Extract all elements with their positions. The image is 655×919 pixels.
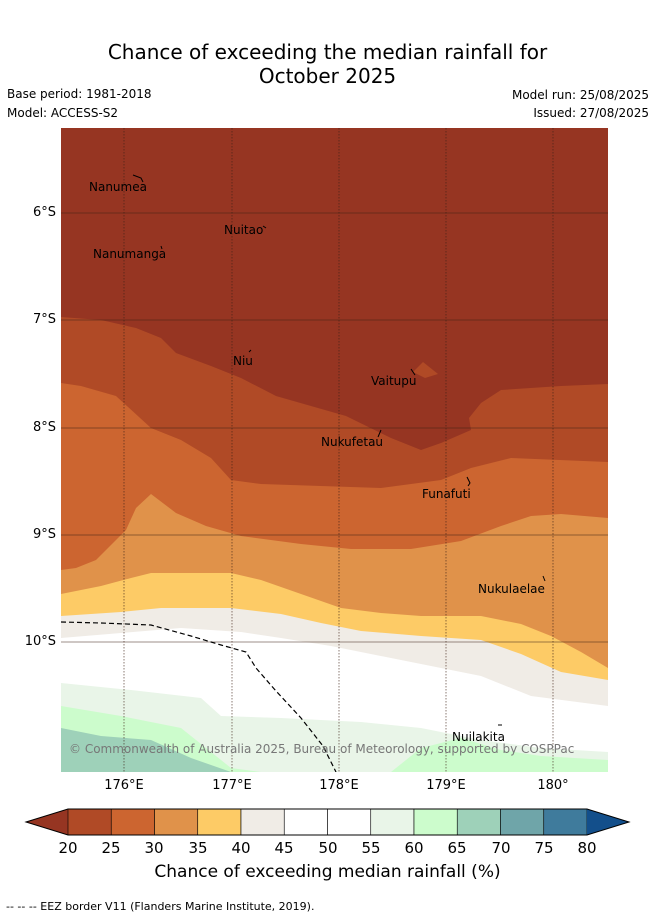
island-label-vaitupu: Vaitupu (371, 374, 417, 388)
lat-label-6s: 6°S (32, 205, 56, 220)
island-label-nuitao: Nuitao (224, 223, 264, 237)
model-name: Model: ACCESS-S2 (7, 106, 119, 120)
island-vaitupu (410, 368, 416, 376)
island-nanumea (132, 174, 144, 183)
lat-label-10s: 10°S (24, 634, 56, 649)
lon-label-176e: 176°E (104, 778, 144, 793)
colorbar-title: Chance of exceeding median rainfall (%) (154, 862, 501, 882)
lon-label-177e: 177°E (212, 778, 252, 793)
colorbar-tick-35: 35 (188, 839, 208, 857)
lat-label-9s: 9°S (32, 527, 56, 542)
colorbar-cell (110, 808, 155, 836)
colorbar-tick-70: 70 (491, 839, 511, 857)
colorbar-tick-55: 55 (361, 839, 381, 857)
grid-lines (123, 128, 554, 772)
issued-date: Issued: 27/08/2025 (533, 106, 649, 120)
island-label-nanumea: Nanumea (89, 180, 147, 194)
copyright-notice: © Commonwealth of Australia 2025, Bureau… (69, 742, 575, 756)
eez-border (61, 621, 337, 772)
lon-label-180: 180° (537, 778, 569, 793)
colorbar-tick-25: 25 (101, 839, 121, 857)
island-shapes (132, 174, 546, 726)
colorbar-cell (197, 808, 242, 836)
colorbar-under-arrow (26, 809, 68, 835)
title-line-2: October 2025 (258, 64, 397, 88)
map-svg (61, 128, 608, 772)
colorbar-tick-45: 45 (274, 839, 294, 857)
rainfall-map: Nanumea Nuitao Nanumanga Niu Vaitupu Nuk… (61, 128, 608, 772)
colorbar-cell (370, 808, 415, 836)
chart-title: Chance of exceeding the median rainfall … (0, 40, 655, 88)
island-nuitao (262, 225, 267, 229)
island-label-nukufetau: Nukufetau (321, 435, 384, 449)
island-nukulaelae (542, 575, 546, 582)
lat-label-8s: 8°S (32, 420, 56, 435)
colorbar-over-arrow (587, 809, 629, 835)
colorbar-cell (456, 808, 501, 836)
colorbar-cell (327, 808, 372, 836)
island-nukufetau (377, 429, 382, 438)
lat-label-7s: 7°S (32, 312, 56, 327)
title-line-1: Chance of exceeding the median rainfall … (107, 40, 548, 64)
island-nanumanga (160, 245, 163, 250)
island-label-funafuti: Funafuti (422, 487, 471, 501)
island-label-nanumanga: Nanumanga (93, 247, 167, 261)
colorbar-cell (240, 808, 285, 836)
lon-label-178e: 178°E (319, 778, 359, 793)
colorbar-outline (24, 808, 631, 836)
colorbar-cell (500, 808, 545, 836)
colorbar-cell (413, 808, 458, 836)
colorbar-tick-30: 30 (144, 839, 164, 857)
grid-parallels (61, 212, 608, 643)
eez-footnote: -- -- -- EEZ border V11 (Flanders Marine… (6, 900, 315, 913)
island-label-nuilakita: Nuilakita (452, 730, 505, 744)
colorbar-tick-40: 40 (231, 839, 251, 857)
colorbar-tick-20: 20 (58, 839, 78, 857)
lon-label-179e: 179°E (426, 778, 466, 793)
colorbar-tick-50: 50 (318, 839, 338, 857)
model-run: Model run: 25/08/2025 (511, 88, 649, 102)
island-niu (248, 349, 252, 353)
colorbar-tick-60: 60 (404, 839, 424, 857)
colorbar-tick-80: 80 (577, 839, 597, 857)
colorbar-cells (67, 808, 588, 836)
colorbar-cell (154, 808, 199, 836)
colorbar-tick-75: 75 (534, 839, 554, 857)
island-label-niu: Niu (233, 354, 253, 368)
island-label-nukulaelae: Nukulaelae (478, 582, 545, 596)
base-period: Base period: 1981-2018 (7, 87, 152, 101)
colorbar-tick-65: 65 (447, 839, 467, 857)
colorbar-cell (543, 808, 588, 836)
band-below-20 (61, 128, 608, 450)
colorbar (24, 808, 631, 836)
colorbar-cell (67, 808, 112, 836)
band-20-25-patch (413, 362, 438, 378)
colorbar-cell (283, 808, 328, 836)
island-funafuti (466, 476, 471, 487)
